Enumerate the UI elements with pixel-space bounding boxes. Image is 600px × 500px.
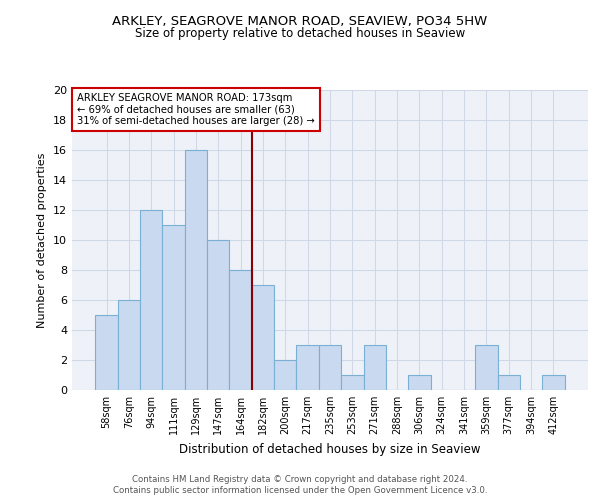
Y-axis label: Number of detached properties: Number of detached properties [37,152,47,328]
Bar [475,345,497,390]
Bar [341,375,364,390]
Bar [364,345,386,390]
Text: ARKLEY, SEAGROVE MANOR ROAD, SEAVIEW, PO34 5HW: ARKLEY, SEAGROVE MANOR ROAD, SEAVIEW, PO… [112,15,488,28]
Bar [140,210,163,390]
Bar [252,285,274,390]
Bar [296,345,319,390]
Bar [95,315,118,390]
Text: Contains public sector information licensed under the Open Government Licence v3: Contains public sector information licen… [113,486,487,495]
Bar [229,270,252,390]
Text: ARKLEY SEAGROVE MANOR ROAD: 173sqm
← 69% of detached houses are smaller (63)
31%: ARKLEY SEAGROVE MANOR ROAD: 173sqm ← 69%… [77,93,315,126]
Bar [274,360,296,390]
Bar [118,300,140,390]
Bar [497,375,520,390]
Bar [185,150,207,390]
Bar [163,225,185,390]
Bar [408,375,431,390]
Text: Contains HM Land Registry data © Crown copyright and database right 2024.: Contains HM Land Registry data © Crown c… [132,475,468,484]
Bar [542,375,565,390]
Bar [319,345,341,390]
Text: Size of property relative to detached houses in Seaview: Size of property relative to detached ho… [135,28,465,40]
Bar [207,240,229,390]
X-axis label: Distribution of detached houses by size in Seaview: Distribution of detached houses by size … [179,442,481,456]
